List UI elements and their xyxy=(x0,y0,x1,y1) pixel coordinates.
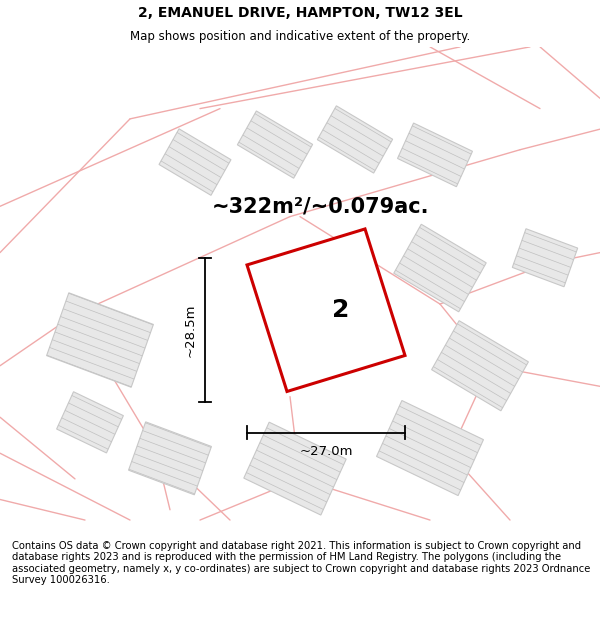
Text: Contains OS data © Crown copyright and database right 2021. This information is : Contains OS data © Crown copyright and d… xyxy=(12,541,590,586)
Polygon shape xyxy=(244,422,346,515)
Polygon shape xyxy=(238,111,313,178)
Text: ~27.0m: ~27.0m xyxy=(299,444,353,458)
Text: ~322m²/~0.079ac.: ~322m²/~0.079ac. xyxy=(211,196,429,216)
Polygon shape xyxy=(377,401,484,496)
Text: ~28.5m: ~28.5m xyxy=(184,303,197,356)
Polygon shape xyxy=(47,292,154,388)
Polygon shape xyxy=(512,229,578,287)
Polygon shape xyxy=(247,229,405,391)
Polygon shape xyxy=(398,123,472,187)
Text: 2: 2 xyxy=(332,298,350,322)
Polygon shape xyxy=(159,129,231,196)
Text: 2, EMANUEL DRIVE, HAMPTON, TW12 3EL: 2, EMANUEL DRIVE, HAMPTON, TW12 3EL xyxy=(137,6,463,20)
Polygon shape xyxy=(431,321,529,411)
Polygon shape xyxy=(394,224,486,312)
Polygon shape xyxy=(128,422,211,495)
Polygon shape xyxy=(56,392,124,453)
Text: Map shows position and indicative extent of the property.: Map shows position and indicative extent… xyxy=(130,30,470,43)
Polygon shape xyxy=(317,106,392,173)
